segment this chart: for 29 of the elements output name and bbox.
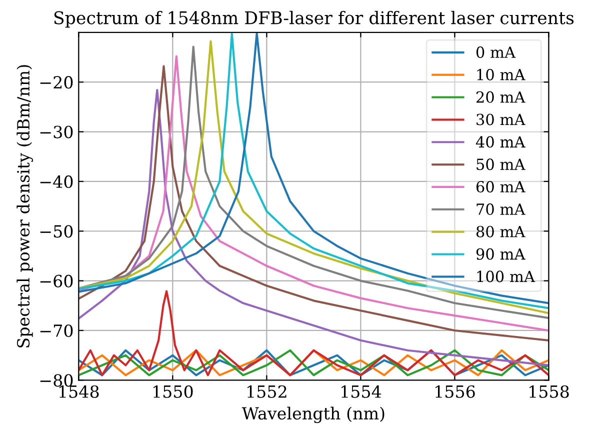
x-tick-label: 1554	[342, 385, 382, 398]
y-tick-label: −30	[40, 126, 73, 138]
y-tick-label: −60	[40, 274, 73, 288]
y-axis-title: Spectral power density (dBm/nm)	[16, 65, 34, 348]
x-tick-label: 1550	[153, 385, 193, 398]
x-tick-label: 1556	[436, 385, 475, 398]
legend-label: 0 mA	[476, 46, 516, 58]
x-tick-label: 1552	[248, 385, 286, 398]
y-tick-label: −80	[40, 374, 73, 387]
legend-label: 100 mA	[477, 270, 536, 282]
legend-label: 90 mA	[476, 248, 526, 260]
y-tick-label: −20	[40, 76, 73, 89]
legend-label: 70 mA	[476, 203, 526, 215]
legend-label: 60 mA	[476, 180, 526, 193]
legend-label: 40 mA	[476, 136, 526, 148]
legend-label: 10 mA	[477, 68, 526, 80]
line-series	[78, 290, 549, 376]
line-series	[78, 88, 549, 366]
x-tick-label: 1548	[59, 385, 99, 398]
x-tick-label: 1558	[530, 385, 569, 398]
y-tick-label: −50	[40, 225, 73, 238]
legend-label: 50 mA	[476, 158, 526, 170]
y-tick-label: −70	[40, 324, 73, 338]
y-tick-label: −40	[40, 175, 73, 188]
legend-label: 80 mA	[476, 226, 526, 238]
x-axis-title: Wavelength (nm)	[242, 406, 384, 424]
legend-label: 30 mA	[476, 114, 526, 126]
chart-title: Spectrum of 1548nm DFB-laser for different laser currents	[54, 10, 574, 28]
legend-label: 20 mA	[476, 91, 526, 103]
